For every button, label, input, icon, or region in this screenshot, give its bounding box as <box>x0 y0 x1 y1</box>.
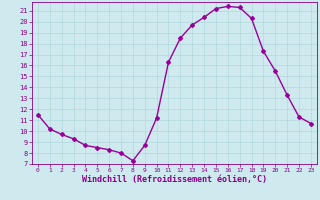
X-axis label: Windchill (Refroidissement éolien,°C): Windchill (Refroidissement éolien,°C) <box>82 175 267 184</box>
